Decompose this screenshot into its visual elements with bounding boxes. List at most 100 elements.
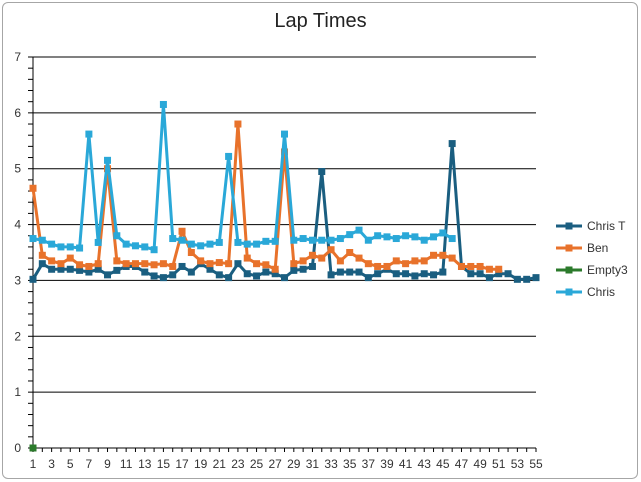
data-point-chris — [104, 156, 112, 164]
data-point-ben — [402, 260, 410, 268]
data-point-chris — [187, 240, 195, 248]
data-point-chris — [225, 152, 233, 160]
data-point-chris — [411, 233, 419, 241]
data-point-ben — [131, 260, 139, 268]
data-point-chris — [448, 235, 456, 243]
data-point-chris — [439, 229, 447, 237]
y-tick-label: 5 — [14, 162, 21, 176]
legend-item-empty3: Empty3 — [556, 263, 628, 277]
data-point-chris-t — [318, 168, 326, 176]
legend: Chris T Ben Empty3 Chris — [556, 219, 628, 299]
data-point-ben — [225, 260, 233, 268]
data-point-chris — [197, 242, 205, 250]
legend-label: Empty3 — [587, 263, 628, 277]
x-tick-label: 7 — [86, 457, 93, 471]
data-point-chris — [29, 235, 37, 243]
data-point-chris — [85, 130, 93, 138]
data-point-chris-t — [290, 266, 298, 274]
data-point-chris-t — [271, 270, 279, 278]
x-tick-label: 51 — [492, 457, 506, 471]
x-tick-label: 15 — [157, 457, 171, 471]
data-point-chris — [308, 236, 316, 244]
data-point-chris — [215, 238, 223, 246]
x-tick-label: 31 — [306, 457, 320, 471]
data-point-chris — [169, 235, 177, 243]
data-point-chris-t — [439, 268, 447, 276]
legend-swatch-marker — [565, 244, 573, 252]
data-point-chris-t — [76, 266, 84, 274]
data-point-chris-t — [150, 272, 158, 280]
data-point-chris-t — [308, 262, 316, 270]
data-point-ben — [262, 261, 270, 269]
data-point-ben — [336, 257, 344, 265]
data-point-chris-t — [374, 270, 382, 278]
data-point-ben — [57, 260, 65, 268]
x-tick-label: 39 — [380, 457, 394, 471]
data-point-ben — [66, 254, 74, 262]
data-point-chris — [327, 236, 335, 244]
data-point-chris — [355, 226, 363, 234]
data-point-chris — [271, 237, 279, 245]
data-point-ben — [38, 251, 46, 259]
legend-swatch-marker — [565, 266, 573, 274]
data-point-chris-t — [206, 265, 214, 273]
data-point-chris-t — [281, 274, 288, 282]
x-tick-label: 37 — [362, 457, 376, 471]
data-point-chris-t — [38, 260, 46, 268]
x-tick-label: 29 — [287, 457, 301, 471]
data-point-chris — [159, 100, 167, 108]
data-point-chris-t — [523, 275, 531, 283]
data-point-ben — [85, 262, 93, 270]
data-point-chris-t — [159, 274, 167, 282]
data-point-chris-t — [66, 265, 74, 273]
x-tick-label: 27 — [269, 457, 283, 471]
x-tick-label: 41 — [399, 457, 413, 471]
data-point-chris-t — [169, 271, 177, 279]
x-tick-label: 43 — [418, 457, 432, 471]
data-point-chris-t — [411, 272, 419, 280]
data-point-chris-t — [336, 268, 344, 276]
legend-swatch-marker — [565, 288, 573, 296]
x-tick-label: 19 — [194, 457, 208, 471]
y-tick-label: 1 — [14, 385, 21, 399]
series-ben — [29, 120, 503, 273]
data-point-chris — [392, 235, 400, 243]
data-point-chris — [420, 236, 428, 244]
legend-label: Chris — [587, 285, 615, 299]
data-point-chris — [57, 243, 65, 251]
data-point-chris — [234, 238, 242, 246]
data-point-chris-t — [504, 270, 512, 278]
data-point-chris — [113, 232, 121, 240]
data-point-ben — [411, 257, 419, 265]
data-point-chris — [48, 240, 56, 248]
data-point-ben — [169, 262, 177, 270]
data-point-chris — [150, 246, 158, 254]
data-point-chris-t — [346, 268, 354, 276]
x-tick-label: 49 — [473, 457, 487, 471]
data-point-chris-t — [57, 265, 65, 273]
data-point-ben — [281, 148, 288, 156]
data-point-chris — [131, 242, 139, 250]
data-point-chris-t — [448, 140, 456, 148]
x-tick-label: 21 — [213, 457, 227, 471]
data-point-ben — [178, 227, 186, 235]
data-point-chris-t — [485, 274, 493, 282]
x-tick-label: 13 — [138, 457, 152, 471]
data-point-chris — [141, 243, 149, 251]
data-point-chris-t — [29, 275, 37, 283]
data-point-ben — [206, 260, 214, 268]
data-point-ben — [364, 260, 372, 268]
data-point-ben — [159, 260, 167, 268]
data-point-ben — [29, 184, 37, 192]
legend-swatch-marker — [565, 222, 573, 230]
legend-item-chris-t: Chris T — [556, 219, 626, 233]
data-point-chris-t — [327, 271, 335, 279]
data-point-ben — [150, 261, 158, 269]
data-point-chris-t — [187, 268, 195, 276]
data-point-chris — [430, 233, 438, 241]
data-point-chris-t — [420, 270, 428, 278]
data-point-ben — [420, 257, 428, 265]
data-point-chris-t — [141, 268, 149, 276]
data-point-chris-t — [48, 265, 56, 273]
